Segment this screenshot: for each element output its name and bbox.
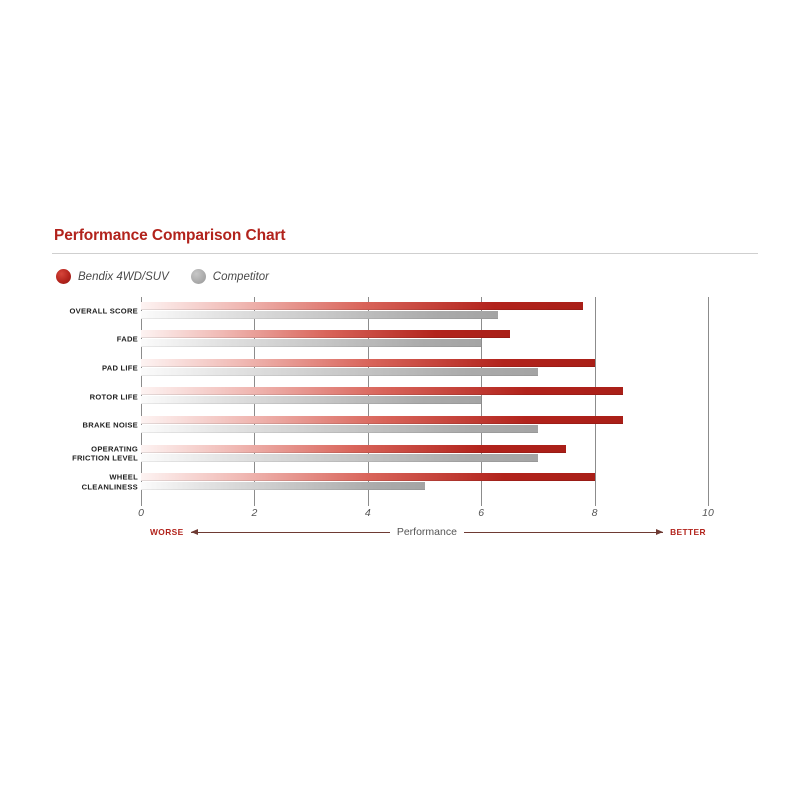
bar-competitor [141,339,482,348]
legend-label-competitor: Competitor [212,270,270,283]
axis-tick-0 [141,496,142,506]
bar-competitor [141,425,538,434]
arrow-left-icon [190,527,390,537]
legend-item-bendix: Bendix 4WD/SUV [56,269,169,284]
bar-competitor [141,367,538,376]
performance-direction-legend: WORSE Performance BETTER [141,524,708,540]
bar-competitor [141,310,499,319]
direction-label-performance: Performance [396,525,457,538]
bar-competitor [141,396,482,405]
bar-group [141,411,708,440]
performance-comparison-chart-card: Performance Comparison Chart Bendix 4WD/… [50,228,760,568]
category-label: OVERALL SCORE [69,306,138,316]
axis-tick-10 [708,496,709,506]
bar-bendix [141,301,584,310]
gridline-8 [594,296,596,497]
chart-legend: Bendix 4WD/SUV Competitor [50,254,760,287]
axis-tick-label-6: 6 [478,506,485,519]
chart-plot-area [141,296,709,497]
axis-tick-label-2: 2 [251,506,258,519]
legend-item-competitor: Competitor [190,269,270,284]
chart-plot-wrapper: OVERALL SCORE FADE PAD LIFE ROTOR LIFE BRAKE… [50,296,760,540]
category-label: ROTOR LIFE [89,391,138,401]
direction-label-better: BETTER [670,526,706,537]
bar-bendix [141,387,623,396]
category-axis-labels: OVERALL SCORE FADE PAD LIFE ROTOR LIFE BRAKE… [50,297,138,497]
axis-tick-8 [594,496,596,506]
gridline-6 [481,296,483,497]
bar-bendix [141,330,510,339]
bar-bendix [141,358,595,367]
axis-tick-label-8: 8 [591,506,598,519]
bar-group [141,325,708,354]
category-label: BRAKE NOISE [82,420,138,430]
arrow-right-icon [463,527,664,537]
bar-group [141,297,708,326]
gridline-10 [708,296,709,497]
bar-group [141,468,708,497]
bar-bendix [141,444,567,453]
bar-group [141,354,708,383]
axis-tick-4 [367,496,369,506]
direction-label-worse: WORSE [150,526,184,537]
category-label: OPERATING FRICTION LEVEL [72,444,138,463]
page-title: Performance Comparison Chart [54,227,286,244]
axis-tick-6 [481,496,483,506]
category-label: PAD LIFE [101,363,138,373]
bar-group [141,382,708,411]
bar-competitor [141,453,538,462]
bar-bendix [141,416,623,425]
axis-tick-label-4: 4 [364,506,371,519]
legend-dot-gray-icon [190,269,206,284]
axis-tick-label-0: 0 [138,506,144,519]
legend-label-bendix: Bendix 4WD/SUV [78,270,169,283]
bar-group [141,439,708,468]
category-label: WHEEL CLEANLINESS [81,472,138,492]
axis-tick-2 [254,496,256,506]
value-axis: 0 2 4 6 8 10 [138,496,714,519]
bar-competitor [141,482,425,491]
legend-dot-red-icon [56,269,71,284]
bar-bendix [141,473,595,482]
axis-tick-label-10: 10 [702,506,714,519]
category-label: FADE [116,334,138,344]
title-divider [52,252,758,254]
